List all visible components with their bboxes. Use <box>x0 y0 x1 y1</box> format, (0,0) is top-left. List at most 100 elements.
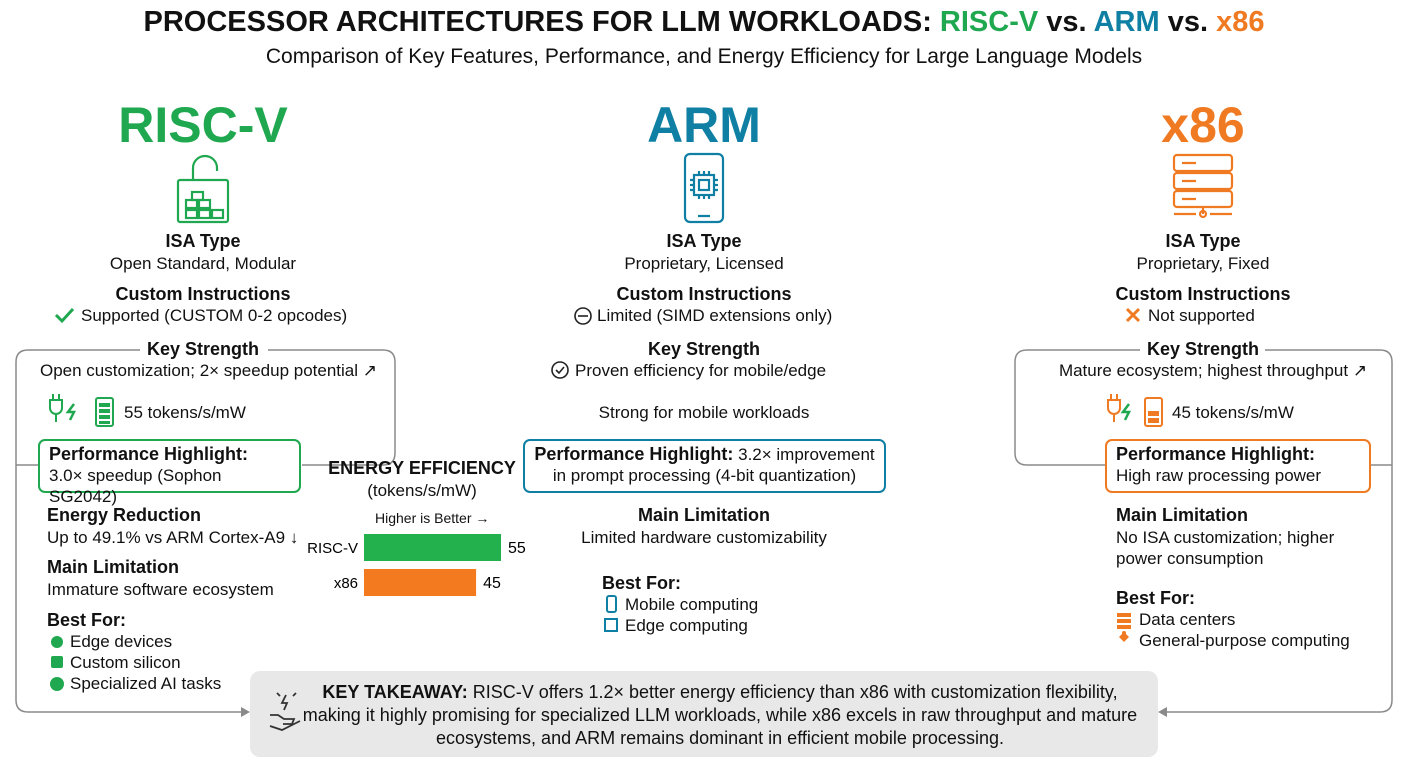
connector-lines-part-part <box>280 694 289 711</box>
label: Best For: <box>47 610 127 630</box>
energy: Strong for mobile workloads <box>598 403 810 422</box>
value: Proprietary, Fixed <box>1136 254 1270 273</box>
label: Main Limitation <box>1116 505 1248 525</box>
connector-lines-part-part <box>1144 397 1163 427</box>
title-text: vs. <box>1046 6 1087 38</box>
connector-lines-part <box>1125 307 1141 323</box>
value: Immature software ecosystem <box>47 580 274 599</box>
connector-lines-part-part <box>197 198 212 210</box>
connector-lines-part-part <box>210 208 225 220</box>
connector-lines-part-part <box>276 692 297 697</box>
connector-lines-part-part <box>95 397 114 427</box>
connector-lines-part-part <box>1117 625 1131 629</box>
chart-note: Higher is Better → <box>375 510 490 526</box>
connector-lines-part-part <box>697 178 711 192</box>
connector-lines-part <box>551 361 569 379</box>
label: Energy Reduction <box>47 505 202 525</box>
title-text: vs. <box>1167 6 1209 38</box>
connector-lines-part <box>604 595 618 632</box>
list-item: General-purpose computing <box>1139 631 1350 650</box>
connector-lines-part <box>1148 411 1159 423</box>
connector-lines-part-part <box>1120 403 1132 421</box>
perf-box: Performance Highlight: 3.2× improvement … <box>523 439 886 493</box>
connector-lines-part <box>49 394 114 427</box>
value: Proprietary, Licensed <box>624 254 784 273</box>
value: Open customization; 2× speedup potential… <box>40 361 377 380</box>
value: Proven efficiency for mobile/edge <box>575 361 827 380</box>
connector-lines-part-part <box>1122 631 1126 635</box>
connector-lines-part-part <box>51 636 63 648</box>
connector-lines-part-part <box>606 595 617 613</box>
title-text: x86 <box>1216 6 1265 38</box>
list-item: Edge computing <box>625 616 748 635</box>
arch-name: ARM <box>647 97 761 153</box>
list-item: Specialized AI tasks <box>70 674 222 693</box>
value: No ISA customization; higher power consu… <box>1116 528 1335 568</box>
label: ISA Type <box>1165 231 1241 251</box>
value-label: 55 <box>508 540 526 557</box>
connector-lines-part <box>269 692 301 731</box>
connector-lines-part-part <box>1164 349 1393 713</box>
list-item: Data centers <box>1139 610 1236 629</box>
value: Supported (CUSTOM 0-2 opcodes) <box>81 306 348 325</box>
connector-lines-part <box>15 349 1393 713</box>
title-text: PROCESSOR ARCHITECTURES FOR LLM WORKLOAD… <box>143 6 932 38</box>
connector-lines-part-part <box>197 208 212 220</box>
list-item: Mobile computing <box>625 595 759 614</box>
label: Main Limitation <box>638 505 770 525</box>
connector-lines-part-part <box>184 208 199 220</box>
connector-lines-part-part <box>99 409 110 413</box>
chart-title: ENERGY EFFICIENCY <box>328 458 516 478</box>
label: Performance Highlight: <box>534 444 734 464</box>
energy-chart: RISC-V 55 x86 45 <box>307 534 526 596</box>
takeaway-text: RISC-V offers 1.2× better energy efficie… <box>302 682 1138 748</box>
label: ISA Type <box>165 231 241 251</box>
value: Not supported <box>1148 306 1255 325</box>
subtitle: Comparison of Key Features, Performance,… <box>265 45 1143 68</box>
connector-lines-part-part <box>176 178 230 224</box>
connector-lines-part <box>1172 153 1234 219</box>
connector-lines-part-part <box>190 190 205 202</box>
connector-lines-part <box>250 671 1158 757</box>
chart-subtitle: (tokens/s/mW) <box>367 481 477 500</box>
label: Key Strength <box>1146 339 1260 359</box>
connector-lines-part <box>683 152 725 224</box>
value: High raw processing power <box>1116 466 1322 485</box>
connector-lines-part-part <box>1117 613 1131 617</box>
value-label: 45 <box>483 575 501 592</box>
connector-lines-part-part <box>15 349 244 713</box>
value: Limited hardware customizability <box>581 528 827 547</box>
arch-name: x86 <box>1161 97 1245 153</box>
label: Key Strength <box>647 339 761 359</box>
label: ISA Type <box>666 231 742 251</box>
category-label: x86 <box>334 575 358 592</box>
connector-lines-part <box>1117 613 1131 642</box>
connector-lines-part-part <box>1119 632 1129 642</box>
bar <box>364 534 501 561</box>
connector-lines-part-part <box>1148 411 1159 416</box>
connector-lines-part-part <box>604 618 618 632</box>
list-item: Custom silicon <box>70 653 181 672</box>
energy: 45 tokens/s/mW <box>1172 403 1294 422</box>
label: Custom Instructions <box>1115 284 1291 304</box>
value: Limited (SIMD extensions only) <box>597 306 833 325</box>
connector-lines-part-part <box>99 421 110 424</box>
connector-lines-part-part <box>1172 171 1234 191</box>
connector-lines-part <box>54 307 75 324</box>
value: Open Standard, Modular <box>109 254 297 273</box>
energy: 55 tokens/s/mW <box>124 403 246 422</box>
connector-lines-part-part <box>690 171 718 218</box>
connector-lines-part-part <box>269 714 301 731</box>
label: Performance Highlight: <box>49 444 249 464</box>
label: Custom Instructions <box>115 284 291 304</box>
connector-lines-part-part <box>51 656 63 668</box>
connector-lines-part <box>1107 394 1163 427</box>
takeaway-label: KEY TAKEAWAY: <box>322 682 468 702</box>
title-text: RISC-V <box>939 6 1039 38</box>
connector-lines-part-part <box>1172 153 1234 173</box>
title: PROCESSOR ARCHITECTURES FOR LLM WORKLOAD… <box>144 5 1265 39</box>
connector-lines-part-part <box>65 403 77 421</box>
value: Mature ecosystem; highest throughput ↗ <box>1058 361 1368 380</box>
